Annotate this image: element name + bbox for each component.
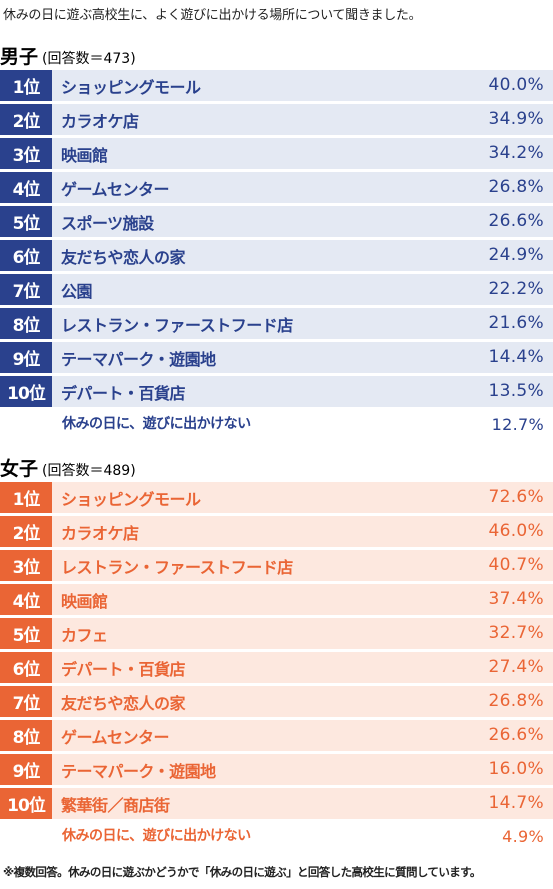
percentage-value: 40.0% [488,75,544,95]
place-name: ショッピングモール [61,77,201,97]
percentage-value: 34.9% [488,109,544,129]
place-name: テーマパーク・遊園地 [61,349,216,369]
male-rank-row: 7位 公園 22.2% [0,274,553,305]
percentage-value: 27.4% [488,657,544,677]
male-response-count: (回答数＝473) [42,51,136,67]
place-name: 繁華街／商店街 [61,795,170,815]
rank-badge: 8位 [0,720,52,751]
rank-badge: 10位 [0,376,52,407]
percentage-value: 26.6% [488,211,544,231]
male-rank-row: 10位 デパート・百貨店 13.5% [0,376,553,407]
rank-badge: 10位 [0,788,52,819]
male-rank-row: 8位 レストラン・ファーストフード店 21.6% [0,308,553,339]
place-name: カラオケ店 [61,523,139,543]
place-name: 公園 [61,281,93,301]
male-not-going-out-row: 休みの日に、遊びに出かけない 12.7% [0,410,553,439]
rank-badge: 7位 [0,686,52,717]
percentage-value: 26.8% [488,691,544,711]
male-section: 男子 (回答数＝473) 1位 ショッピングモール 40.0% 2位 カラオケ店 34.9%… [0,44,553,439]
percentage-value: 16.0% [488,759,544,779]
place-name: レストラン・ファーストフード店 [61,315,293,335]
percentage-value: 46.0% [488,521,544,541]
female-rank-row: 10位 繁華街／商店街 14.7% [0,788,553,819]
female-ranking-list: 1位 ショッピングモール 72.6% 2位 カラオケ店 46.0% 3位 レストラン・ファース… [0,482,553,819]
percentage-value: 14.4% [488,347,544,367]
place-name: 映画館 [61,591,108,611]
rank-badge: 7位 [0,274,52,305]
male-rank-row: 9位 テーマパーク・遊園地 14.4% [0,342,553,373]
percentage-value: 14.7% [488,793,544,813]
male-not-going-out-label: 休みの日に、遊びに出かけない [62,416,251,432]
rank-badge: 4位 [0,584,52,615]
place-name: スポーツ施設 [61,213,154,233]
place-name: カラオケ店 [61,111,139,131]
male-rank-row: 5位 スポーツ施設 26.6% [0,206,553,237]
place-name: デパート・百貨店 [61,383,186,403]
percentage-value: 13.5% [488,381,544,401]
female-rank-row: 2位 カラオケ店 46.0% [0,516,553,547]
male-rank-row: 2位 カラオケ店 34.9% [0,104,553,135]
place-name: ゲームセンター [61,179,170,199]
percentage-value: 22.2% [488,279,544,299]
female-not-going-out-label: 休みの日に、遊びに出かけない [62,828,251,844]
female-rank-row: 5位 カフェ 32.7% [0,618,553,649]
rank-badge: 4位 [0,172,52,203]
female-rank-row: 1位 ショッピングモール 72.6% [0,482,553,513]
percentage-value: 37.4% [488,589,544,609]
rank-badge: 1位 [0,482,52,513]
rank-badge: 5位 [0,618,52,649]
rank-badge: 8位 [0,308,52,339]
percentage-value: 72.6% [488,487,544,507]
female-title-label: 女子 [0,458,39,480]
percentage-value: 26.6% [488,725,544,745]
rank-badge: 6位 [0,652,52,683]
female-not-going-out-row: 休みの日に、遊びに出かけない 4.9% [0,822,553,851]
rank-badge: 2位 [0,104,52,135]
intro-text: 休みの日に遊ぶ高校生に、よく遊びに出かける場所について聞きました。 [3,8,422,23]
male-rank-row: 6位 友だちや恋人の家 24.9% [0,240,553,271]
percentage-value: 40.7% [488,555,544,575]
female-section: 女子 (回答数＝489) 1位 ショッピングモール 72.6% 2位 カラオケ店 46.0%… [0,456,553,851]
place-name: 映画館 [61,145,108,165]
male-rank-row: 3位 映画館 34.2% [0,138,553,169]
male-rank-row: 1位 ショッピングモール 40.0% [0,70,553,101]
place-name: 友だちや恋人の家 [61,693,186,713]
footnote: ※複数回答。休みの日に遊ぶかどうかで「休みの日に遊ぶ」と回答した高校生に質問して… [3,865,481,879]
place-name: テーマパーク・遊園地 [61,761,216,781]
place-name: レストラン・ファーストフード店 [61,557,293,577]
percentage-value: 26.8% [488,177,544,197]
male-rank-row: 4位 ゲームセンター 26.8% [0,172,553,203]
rank-badge: 1位 [0,70,52,101]
female-rank-row: 8位 ゲームセンター 26.6% [0,720,553,751]
male-ranking-list: 1位 ショッピングモール 40.0% 2位 カラオケ店 34.9% 3位 映画館 34.2% 4位… [0,70,553,407]
place-name: デパート・百貨店 [61,659,186,679]
percentage-value: 34.2% [488,143,544,163]
place-name: ゲームセンター [61,727,170,747]
rank-badge: 5位 [0,206,52,237]
male-title: 男子 (回答数＝473) [0,44,553,70]
place-name: カフェ [61,625,108,645]
female-title: 女子 (回答数＝489) [0,456,553,482]
rank-badge: 3位 [0,550,52,581]
female-rank-row: 7位 友だちや恋人の家 26.8% [0,686,553,717]
rank-badge: 2位 [0,516,52,547]
female-rank-row: 9位 テーマパーク・遊園地 16.0% [0,754,553,785]
percentage-value: 32.7% [488,623,544,643]
rank-badge: 9位 [0,342,52,373]
rank-badge: 9位 [0,754,52,785]
rank-badge: 3位 [0,138,52,169]
female-rank-row: 4位 映画館 37.4% [0,584,553,615]
male-title-label: 男子 [0,46,39,68]
place-name: 友だちや恋人の家 [61,247,186,267]
female-not-going-out-value: 4.9% [502,827,544,846]
female-rank-row: 6位 デパート・百貨店 27.4% [0,652,553,683]
female-response-count: (回答数＝489) [42,463,136,479]
female-rank-row: 3位 レストラン・ファーストフード店 40.7% [0,550,553,581]
percentage-value: 24.9% [488,245,544,265]
place-name: ショッピングモール [61,489,201,509]
rank-badge: 6位 [0,240,52,271]
percentage-value: 21.6% [488,313,544,333]
male-not-going-out-value: 12.7% [491,415,544,434]
